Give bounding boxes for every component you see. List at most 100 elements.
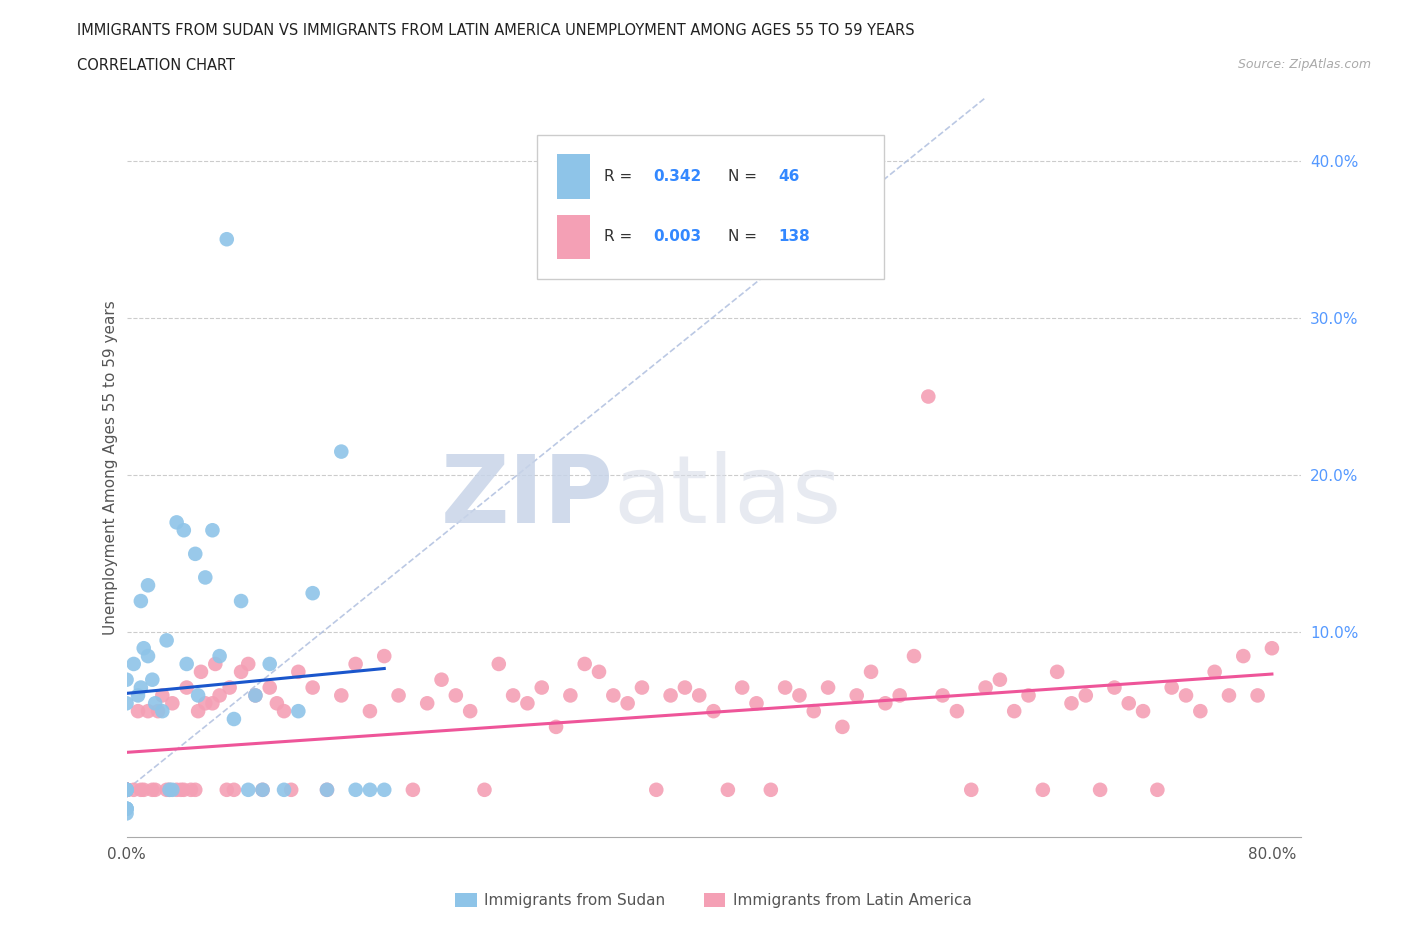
Point [208, 648, 231, 663]
Point [1175, 688, 1198, 703]
Point [173, 782, 195, 797]
Point [159, 782, 181, 797]
Point [673, 680, 696, 695]
Point [115, 782, 138, 797]
Point [344, 657, 367, 671]
Point [1018, 688, 1040, 703]
Point [215, 232, 238, 246]
Text: 138: 138 [778, 230, 810, 245]
Point [1146, 782, 1168, 797]
Point [115, 782, 138, 797]
Point [1218, 688, 1240, 703]
Point [156, 633, 179, 648]
Point [115, 802, 138, 817]
Point [132, 641, 155, 656]
Point [146, 704, 169, 719]
Point [474, 782, 496, 797]
Point [115, 782, 138, 797]
Point [115, 782, 138, 797]
Text: R =: R = [605, 169, 637, 184]
Point [115, 782, 138, 797]
Text: N =: N = [728, 169, 762, 184]
Point [1261, 641, 1284, 656]
Point [115, 782, 138, 797]
Point [789, 688, 811, 703]
Point [115, 782, 138, 797]
Point [150, 688, 173, 703]
Point [208, 688, 231, 703]
Point [115, 782, 138, 797]
Point [115, 782, 138, 797]
Point [115, 782, 138, 797]
FancyBboxPatch shape [557, 154, 591, 199]
Point [1074, 688, 1097, 703]
FancyBboxPatch shape [537, 135, 884, 279]
Point [238, 782, 260, 797]
Point [273, 782, 295, 797]
Point [273, 704, 295, 719]
Point [218, 680, 240, 695]
Point [831, 720, 853, 735]
Point [194, 570, 217, 585]
Point [122, 657, 145, 671]
Point [574, 657, 596, 671]
Point [222, 711, 245, 726]
Point [129, 680, 152, 695]
Point [1132, 704, 1154, 719]
Point [502, 688, 524, 703]
Point [159, 782, 181, 797]
Text: 0.003: 0.003 [654, 230, 702, 245]
Point [1204, 664, 1226, 679]
Point [402, 782, 425, 797]
Point [245, 688, 267, 703]
Point [266, 696, 288, 711]
Point [115, 802, 138, 817]
Point [143, 782, 166, 797]
Point [1002, 704, 1025, 719]
Point [222, 782, 245, 797]
Point [170, 782, 193, 797]
Point [516, 696, 538, 711]
Point [301, 680, 323, 695]
Point [759, 782, 782, 797]
Point [162, 696, 184, 711]
Point [773, 680, 796, 695]
Text: CORRELATION CHART: CORRELATION CHART [77, 58, 235, 73]
Point [150, 704, 173, 719]
Point [280, 782, 302, 797]
Point [115, 696, 138, 711]
Point [960, 782, 983, 797]
Point [344, 782, 367, 797]
Point [717, 782, 740, 797]
Text: 0.342: 0.342 [654, 169, 702, 184]
Point [387, 688, 409, 703]
Point [166, 515, 188, 530]
Point [359, 704, 381, 719]
Point [184, 782, 207, 797]
Point [201, 696, 224, 711]
Point [115, 782, 138, 797]
Point [156, 782, 179, 797]
Point [287, 704, 309, 719]
Point [127, 704, 149, 719]
Point [373, 648, 395, 663]
Point [215, 782, 238, 797]
Point [588, 664, 610, 679]
Point [162, 782, 184, 797]
Point [659, 688, 682, 703]
FancyBboxPatch shape [557, 215, 591, 259]
Text: N =: N = [728, 230, 762, 245]
Point [817, 680, 839, 695]
Point [129, 593, 152, 608]
Point [731, 680, 754, 695]
Legend: Immigrants from Sudan, Immigrants from Latin America: Immigrants from Sudan, Immigrants from L… [450, 886, 977, 914]
Point [141, 782, 163, 797]
Point [702, 704, 725, 719]
Point [115, 782, 138, 797]
Point [974, 680, 997, 695]
Point [359, 782, 381, 797]
Point [115, 782, 138, 797]
Point [136, 648, 159, 663]
Point [1232, 648, 1254, 663]
Text: ZIP: ZIP [441, 451, 614, 543]
